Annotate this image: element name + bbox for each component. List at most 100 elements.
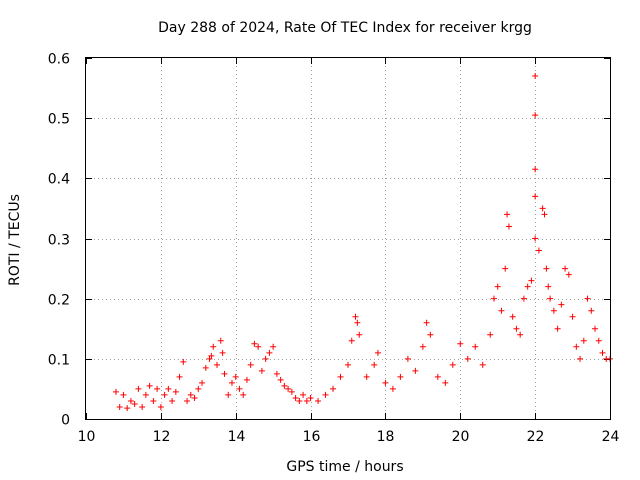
data-point [554, 325, 561, 332]
data-point [112, 388, 119, 395]
x-tick-label: 12 [153, 429, 171, 445]
data-point [490, 295, 497, 302]
data-point [545, 283, 552, 290]
data-point [517, 331, 524, 338]
data-point [228, 379, 235, 386]
data-point [322, 391, 329, 398]
data-point [270, 343, 277, 350]
data-point [251, 340, 258, 347]
tick-label-layer: 10 12 14 16 18 20 22 24 0 0.1 0.2 0.3 0.4 0.5 0.6 [48, 52, 620, 446]
data-point [150, 397, 157, 404]
data-point [562, 265, 569, 272]
data-point [330, 385, 337, 392]
data-point [419, 343, 426, 350]
data-point [547, 295, 554, 302]
data-point [558, 301, 565, 308]
data-point [187, 391, 194, 398]
data-point [214, 361, 220, 368]
data-point [184, 397, 191, 404]
data-point [169, 397, 176, 404]
data-point [180, 358, 187, 365]
data-point [397, 373, 404, 380]
data-point [315, 397, 322, 404]
data-point [352, 313, 359, 320]
data-point [569, 313, 576, 320]
chart-title: Day 288 of 2024, Rate Of TEC Index for r… [158, 20, 532, 36]
data-point [236, 385, 243, 392]
data-point [208, 352, 215, 359]
data-point [146, 382, 153, 389]
data-point [217, 337, 224, 344]
data-point [363, 373, 370, 380]
data-point [199, 379, 206, 386]
data-point [528, 277, 535, 284]
x-tick-label: 20 [452, 429, 470, 445]
data-point [541, 211, 548, 218]
data-point [345, 361, 351, 368]
data-point [504, 211, 511, 218]
data-point [423, 319, 430, 326]
data-point [240, 391, 247, 398]
data-point [206, 355, 213, 362]
data-point [202, 364, 209, 371]
data-point [595, 337, 602, 344]
data-point [195, 385, 202, 392]
data-point [157, 403, 164, 410]
data-point [124, 405, 131, 412]
data-point [532, 166, 539, 173]
data-point [307, 394, 314, 401]
data-point [303, 397, 310, 404]
data-point [281, 382, 288, 389]
data-point [172, 388, 179, 395]
data-point [348, 337, 355, 344]
data-point [532, 193, 539, 200]
data-point [457, 340, 464, 347]
data-point [520, 295, 527, 302]
data-point [498, 307, 505, 314]
data-point [300, 391, 307, 398]
data-point [449, 361, 456, 368]
data-point [258, 367, 265, 374]
data-point [285, 385, 292, 392]
data-point [292, 394, 299, 401]
data-point [191, 394, 198, 401]
data-point [142, 391, 149, 398]
data-point [221, 370, 228, 377]
data-point [599, 349, 606, 356]
data-point [494, 283, 501, 290]
data-point [247, 361, 254, 368]
x-tick-label: 10 [78, 429, 96, 445]
y-tick-label: 0.2 [48, 293, 70, 309]
data-point [288, 388, 295, 395]
data-point [434, 373, 441, 380]
data-point [412, 367, 419, 374]
y-tick-label: 0 [61, 413, 70, 429]
data-point [131, 400, 138, 407]
data-point [165, 385, 172, 392]
plot-frame [85, 57, 611, 420]
data-point [382, 379, 389, 386]
data-point [139, 403, 146, 410]
x-tick-label: 22 [527, 429, 545, 445]
data-point [374, 349, 381, 356]
x-tick-label: 18 [377, 429, 395, 445]
data-point [543, 265, 550, 272]
data-point [354, 319, 361, 326]
data-point [464, 355, 471, 362]
data-marker-layer [112, 73, 613, 412]
data-point [427, 331, 434, 338]
data-point [539, 205, 546, 212]
data-point [479, 361, 486, 368]
data-point [565, 271, 572, 278]
data-point [277, 376, 284, 383]
data-point [577, 355, 584, 362]
data-point [487, 331, 494, 338]
data-point [550, 307, 557, 314]
data-point [116, 403, 123, 410]
data-point [588, 307, 595, 314]
data-point [337, 373, 344, 380]
data-point [532, 112, 539, 119]
x-tick-label: 24 [602, 429, 620, 445]
data-point [389, 385, 396, 392]
